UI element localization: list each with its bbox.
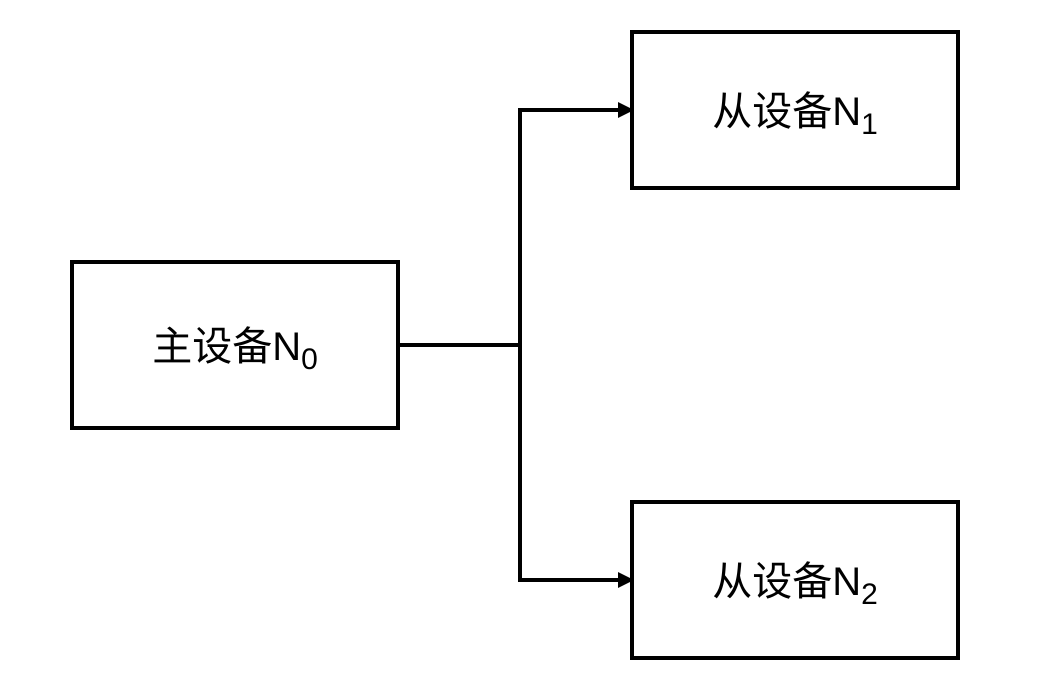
node-slave1-label-sub: 1 (861, 108, 878, 141)
node-slave2-label: 从设备N2 (712, 549, 878, 612)
node-master-label: 主设备N0 (152, 314, 318, 377)
node-master-label-prefix: 主设备N (152, 325, 301, 369)
node-slave2-label-sub: 2 (861, 578, 878, 611)
node-master-label-sub: 0 (301, 343, 318, 376)
edge-master-to-slave2 (400, 345, 630, 580)
node-master: 主设备N0 (70, 260, 400, 430)
node-slave1-label: 从设备N1 (712, 79, 878, 142)
node-slave1: 从设备N1 (630, 30, 960, 190)
node-slave1-label-prefix: 从设备N (712, 90, 861, 134)
edge-master-to-slave1 (400, 110, 630, 345)
node-slave2: 从设备N2 (630, 500, 960, 660)
diagram-canvas: 主设备N0 从设备N1 从设备N2 (0, 0, 1059, 677)
node-slave2-label-prefix: 从设备N (712, 560, 861, 604)
edge-paths-group (400, 110, 630, 580)
